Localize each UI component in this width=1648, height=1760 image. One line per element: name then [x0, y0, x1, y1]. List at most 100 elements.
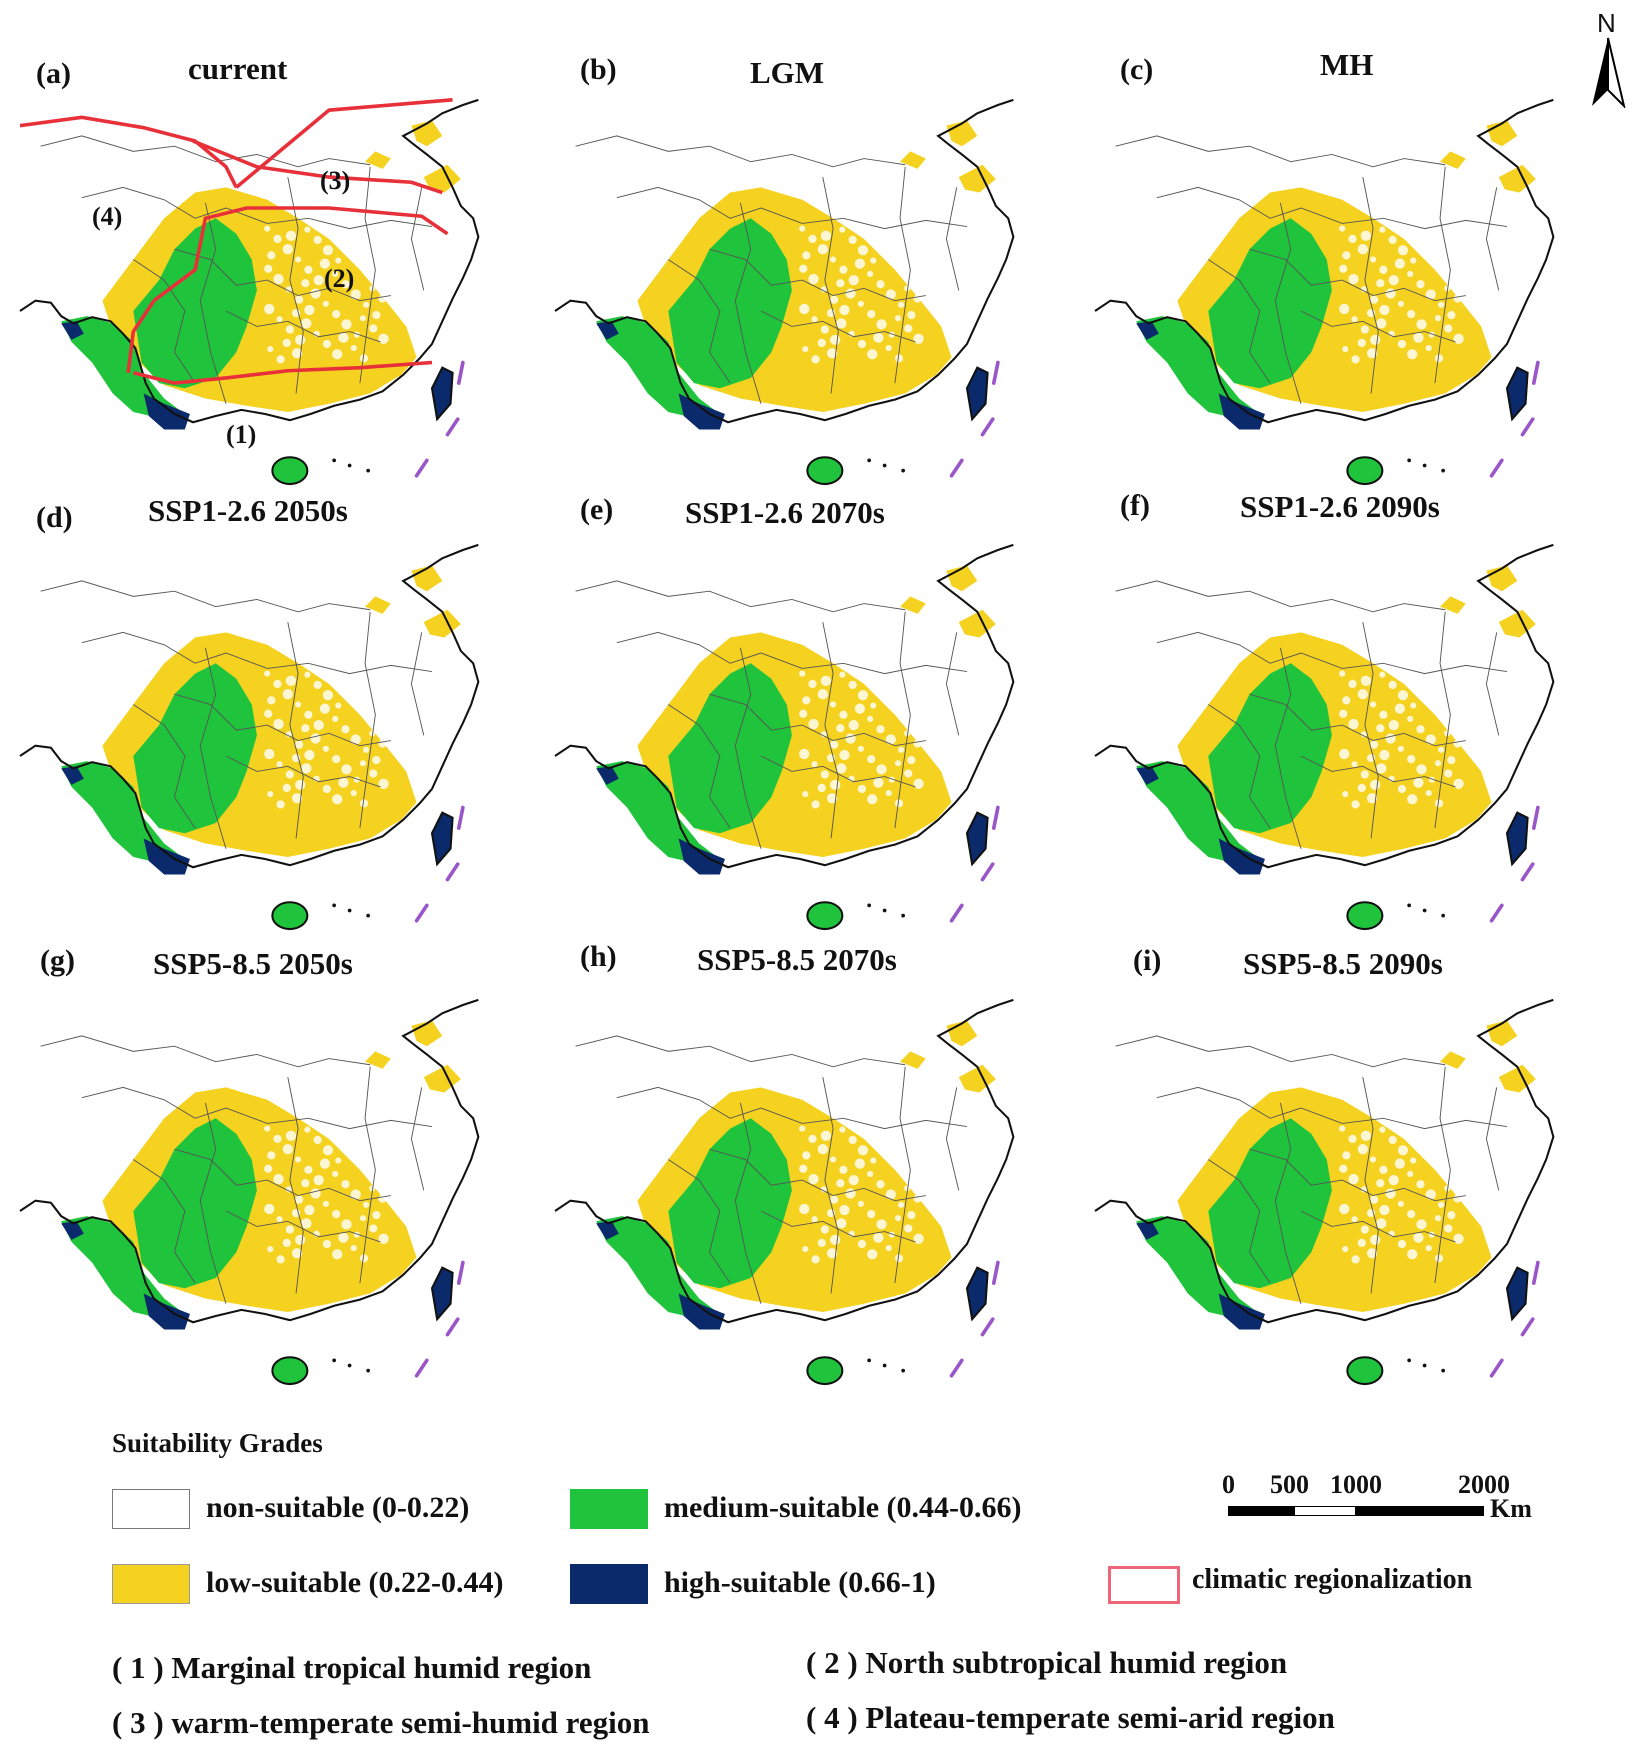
non-suitable-speck [848, 1174, 859, 1186]
non-suitable-speck [350, 789, 357, 797]
non-suitable-speck [1434, 704, 1446, 715]
panel-letter: (c) [1120, 53, 1154, 86]
non-suitable-speck [867, 715, 874, 723]
non-suitable-speck [350, 1244, 357, 1252]
non-suitable-speck [276, 1255, 285, 1264]
non-suitable-speck [820, 731, 827, 738]
non-suitable-speck [1366, 348, 1378, 359]
non-suitable-speck [338, 777, 349, 788]
non-suitable-speck [904, 730, 911, 737]
taiwan-island [965, 1266, 989, 1322]
map-f [1094, 543, 1555, 931]
non-suitable-speck [313, 1174, 324, 1186]
taiwan-island [1505, 811, 1529, 867]
non-suitable-speck [1342, 346, 1349, 353]
panel-title: SSP1-2.6 2070s [685, 495, 885, 530]
non-suitable-speck [338, 1232, 349, 1243]
coastline [19, 998, 480, 1324]
non-suitable-speck [839, 671, 846, 678]
non-suitable-speck [273, 234, 282, 244]
medium-suitable-area [61, 1216, 185, 1320]
non-suitable-speck [894, 354, 904, 363]
legend-swatch-high [570, 1564, 648, 1604]
non-suitable-speck [876, 280, 885, 289]
non-suitable-speck [1434, 1254, 1444, 1263]
province-border [410, 1087, 425, 1191]
non-suitable-speck [894, 760, 902, 767]
non-suitable-speck [359, 760, 367, 767]
non-suitable-speck [811, 1255, 820, 1264]
province-border [1115, 135, 1446, 168]
non-suitable-speck [839, 304, 850, 316]
non-suitable-speck [913, 255, 920, 262]
non-suitable-speck [264, 1125, 271, 1132]
non-suitable-speck [876, 725, 885, 734]
non-suitable-speck [808, 273, 819, 285]
non-suitable-speck [913, 1194, 922, 1203]
non-suitable-speck [867, 1249, 878, 1260]
non-suitable-speck [304, 226, 311, 233]
non-suitable-speck [1444, 1185, 1451, 1192]
non-suitable-speck [867, 754, 876, 764]
scale-bar: 0 500 1000 2000 Km [1222, 1470, 1532, 1540]
non-suitable-speck [873, 777, 884, 788]
non-suitable-speck [876, 319, 887, 330]
non-suitable-speck [830, 1234, 841, 1245]
non-suitable-speck [304, 710, 313, 719]
non-suitable-speck [820, 325, 829, 334]
non-suitable-speck [1370, 334, 1381, 345]
non-suitable-speck [1388, 719, 1399, 731]
non-suitable-speck [848, 719, 859, 731]
non-suitable-speck [820, 1225, 829, 1234]
non-suitable-speck [904, 1129, 915, 1140]
non-suitable-speck [295, 740, 304, 749]
non-suitable-speck [799, 1164, 808, 1173]
non-suitable-speck [304, 1126, 311, 1133]
non-suitable-speck [1357, 244, 1368, 255]
high-suitable-area [1136, 766, 1159, 785]
low-suitable-area [1440, 151, 1466, 169]
non-suitable-speck [1376, 318, 1387, 329]
island-dot [1407, 458, 1412, 463]
non-suitable-speck [1456, 726, 1465, 735]
taiwan-island [1505, 366, 1529, 422]
map-panel-d: (d) SSP1-2.6 2050s [20, 493, 560, 935]
non-suitable-speck [1379, 1204, 1390, 1216]
non-suitable-speck [313, 274, 324, 286]
non-suitable-speck [378, 778, 389, 789]
non-suitable-speck [1434, 259, 1446, 270]
coastline [19, 98, 480, 424]
scale-tick-2000: 2000 [1458, 1470, 1510, 1499]
high-suitable-area [143, 393, 190, 430]
high-suitable-area [596, 766, 619, 785]
province-border [225, 755, 381, 788]
island-dot [1422, 463, 1427, 468]
island-dash [980, 417, 995, 437]
non-suitable-speck [897, 1201, 905, 1208]
panel-letter: (i) [1133, 944, 1162, 977]
non-suitable-speck [830, 1156, 837, 1163]
non-suitable-speck [1407, 270, 1414, 278]
non-suitable-speck [808, 1134, 817, 1144]
non-suitable-speck [1376, 279, 1385, 288]
non-suitable-speck [1453, 739, 1462, 748]
province-border [1300, 755, 1456, 788]
non-suitable-speck [1370, 740, 1379, 749]
non-suitable-speck [854, 258, 866, 269]
non-suitable-speck [332, 309, 341, 319]
province-border [575, 1035, 906, 1068]
non-suitable-speck [1456, 686, 1463, 694]
island-dash [980, 862, 995, 882]
non-suitable-speck [1351, 761, 1358, 768]
non-suitable-speck [1360, 230, 1372, 241]
province-border [410, 632, 425, 736]
non-suitable-speck [1404, 228, 1415, 239]
non-suitable-speck [1339, 670, 1346, 677]
climatic-region-line [235, 98, 453, 189]
province-border [1362, 622, 1379, 839]
non-suitable-speck [273, 1173, 284, 1185]
scale-segment-2 [1294, 1506, 1356, 1516]
non-suitable-speck [341, 685, 348, 693]
province-border [174, 693, 391, 747]
non-suitable-speck [830, 334, 841, 345]
